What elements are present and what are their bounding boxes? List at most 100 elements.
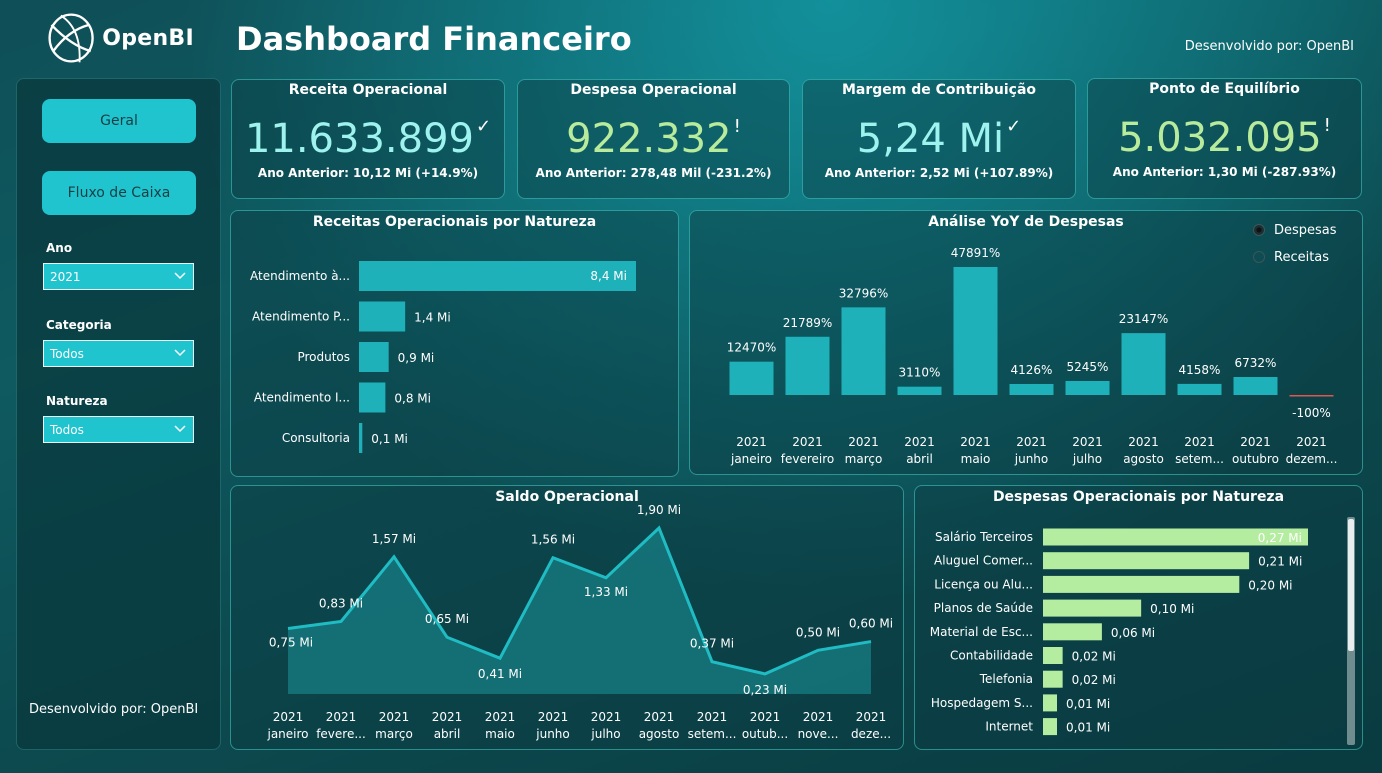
data-label: 0,60 Mi bbox=[849, 617, 893, 631]
bar bbox=[1043, 670, 1063, 688]
bar bbox=[897, 386, 942, 395]
bar bbox=[1065, 380, 1110, 395]
data-label: 0,41 Mi bbox=[478, 667, 522, 681]
kpi-title: Margem de Contribuição bbox=[841, 82, 1037, 98]
tick-label-year: 2021 bbox=[1072, 435, 1103, 449]
tick-label-month: abril bbox=[434, 727, 461, 741]
bar bbox=[729, 361, 774, 395]
bar bbox=[1043, 575, 1240, 593]
bar bbox=[1043, 718, 1057, 736]
tick-label-month: dezem... bbox=[1286, 452, 1338, 466]
category-label: Consultoria bbox=[282, 431, 350, 445]
kpi-card-receita: Receita Operacional 11.633.899 ✓ Ano Ante… bbox=[231, 79, 505, 199]
tick-label-year: 2021 bbox=[750, 710, 781, 724]
receitas-natureza-card: Receitas Operacionais por Natureza Atend… bbox=[230, 210, 679, 477]
kpi-value-text: 11.633.899 bbox=[244, 116, 474, 162]
data-label: 0,75 Mi bbox=[269, 635, 313, 649]
tick-label-year: 2021 bbox=[1016, 435, 1047, 449]
data-label: 0,02 Mi bbox=[1072, 650, 1116, 664]
tick-label-year: 2021 bbox=[326, 710, 357, 724]
category-label: Planos de Saúde bbox=[934, 601, 1033, 615]
bar bbox=[359, 342, 389, 372]
header: OpenBI Dashboard Financeiro Desenvolvido… bbox=[0, 0, 1382, 78]
kpi-title: Receita Operacional bbox=[288, 82, 448, 98]
tick-label-month: setem... bbox=[688, 727, 737, 741]
bar bbox=[1043, 647, 1063, 664]
data-label: 0,06 Mi bbox=[1111, 626, 1155, 640]
chart-title: Receitas Operacionais por Natureza bbox=[312, 214, 597, 230]
data-label: 3110% bbox=[899, 366, 941, 380]
tick-label-month: fevereiro bbox=[781, 452, 835, 466]
category-label: Material de Esc... bbox=[930, 625, 1033, 639]
tick-label-month: março bbox=[845, 452, 883, 466]
filter-select-natureza[interactable]: Todos bbox=[43, 416, 194, 443]
bar bbox=[359, 261, 636, 291]
data-label: 1,4 Mi bbox=[414, 311, 451, 325]
tick-label-year: 2021 bbox=[1128, 435, 1159, 449]
data-label: 0,65 Mi bbox=[425, 612, 469, 626]
kpi-value: 11.633.899 ✓ bbox=[232, 116, 504, 162]
filter-label-natureza: Natureza bbox=[46, 394, 108, 408]
filter-label-ano: Ano bbox=[46, 241, 73, 255]
nav-button-fluxo-de-caixa[interactable]: Fluxo de Caixa bbox=[42, 171, 196, 215]
area-fill bbox=[288, 528, 871, 694]
tick-label-year: 2021 bbox=[379, 710, 410, 724]
legend-option-receitas[interactable]: Receitas bbox=[1252, 248, 1337, 266]
data-label: 1,90 Mi bbox=[637, 503, 681, 517]
tick-label-month: maio bbox=[961, 452, 991, 466]
tick-label-month: agosto bbox=[639, 727, 680, 741]
tick-label-month: nove... bbox=[798, 727, 839, 741]
filter-value-natureza: Todos bbox=[50, 422, 84, 437]
data-label: 4126% bbox=[1011, 363, 1053, 377]
category-label: Atendimento à... bbox=[250, 269, 350, 283]
tick-label-year: 2021 bbox=[538, 710, 569, 724]
legend-option-despesas[interactable]: Despesas bbox=[1252, 221, 1337, 239]
legend-label: Despesas bbox=[1274, 222, 1337, 238]
data-label: 47891% bbox=[951, 246, 1001, 260]
data-label: 0,21 Mi bbox=[1258, 555, 1302, 569]
check-icon: ✓ bbox=[1006, 116, 1022, 137]
tick-label-month: junho bbox=[535, 727, 570, 741]
tick-label-month: abril bbox=[906, 452, 933, 466]
kpi-title: Ponto de Equilíbrio bbox=[1149, 81, 1300, 97]
chevron-down-icon bbox=[174, 349, 186, 357]
data-label: 4158% bbox=[1179, 363, 1221, 377]
bar bbox=[359, 382, 386, 413]
data-label: 0,83 Mi bbox=[319, 596, 363, 610]
chart-title: Análise YoY de Despesas bbox=[928, 214, 1124, 230]
chart-title: Despesas Operacionais por Natureza bbox=[992, 489, 1285, 505]
category-label: Internet bbox=[985, 720, 1033, 734]
category-label: Salário Terceiros bbox=[935, 530, 1033, 544]
filter-select-ano[interactable]: 2021 bbox=[43, 263, 194, 290]
scrollbar-track[interactable] bbox=[1347, 517, 1355, 745]
kpi-value: 5,24 Mi ✓ bbox=[803, 116, 1075, 162]
kpi-value-text: 5,24 Mi bbox=[856, 116, 1005, 162]
kpi-card-despesa: Despesa Operacional 922.332! Ano Anterio… bbox=[517, 79, 790, 199]
tick-label-month: janeiro bbox=[730, 452, 772, 466]
bar bbox=[1043, 623, 1102, 641]
data-label: 0,1 Mi bbox=[371, 432, 408, 446]
data-label: 21789% bbox=[783, 316, 833, 330]
tick-label-month: março bbox=[375, 727, 413, 741]
yoy-chart: 12470% 2021 janeiro 21789% 2021 fevereiro 3279… bbox=[727, 246, 1338, 466]
bar bbox=[953, 267, 998, 395]
bar bbox=[1043, 552, 1250, 570]
filter-select-categoria[interactable]: Todos bbox=[43, 340, 194, 367]
data-label: 0,50 Mi bbox=[796, 625, 840, 639]
chevron-down-icon bbox=[174, 425, 186, 433]
data-label: 0,01 Mi bbox=[1066, 721, 1110, 735]
saldo-chart: 0,75 Mi 2021 janeiro 0,83 Mi 2021 fevere... 1,… bbox=[266, 503, 893, 741]
tick-label-month: julho bbox=[1072, 452, 1102, 466]
despesas-natureza-card: Despesas Operacionais por Natureza Salár… bbox=[914, 485, 1363, 750]
category-label: Atendimento I... bbox=[254, 391, 350, 405]
nav-button-geral[interactable]: Geral bbox=[42, 99, 196, 143]
scrollbar-thumb[interactable] bbox=[1348, 519, 1354, 651]
data-label: 6732% bbox=[1235, 356, 1277, 370]
data-label: 23147% bbox=[1119, 312, 1169, 326]
tick-label-year: 2021 bbox=[736, 435, 767, 449]
category-label: Licença ou Alu... bbox=[934, 577, 1033, 591]
data-label: -100% bbox=[1292, 406, 1331, 420]
filter-label-categoria: Categoria bbox=[46, 318, 112, 332]
kpi-previous-year: Ano Anterior: 2,52 Mi (+107.89%) bbox=[824, 166, 1054, 180]
data-label: 0,01 Mi bbox=[1066, 697, 1110, 711]
